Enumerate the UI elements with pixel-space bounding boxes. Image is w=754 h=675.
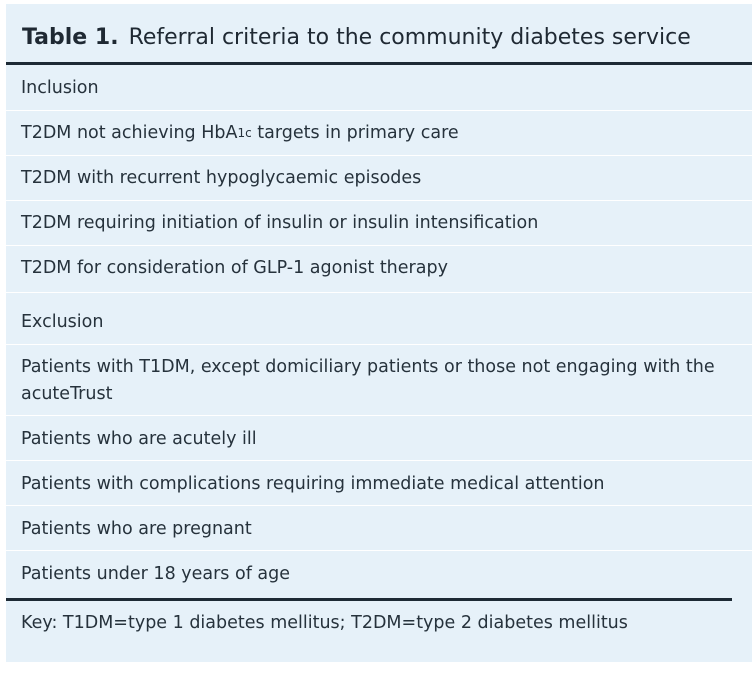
table-number: Table 1.: [22, 24, 119, 50]
row-divider: [6, 550, 752, 551]
row-divider: [6, 155, 752, 156]
table-row: Patients who are pregnant: [21, 519, 252, 539]
table-title: Table 1. Referral criteria to the commun…: [22, 14, 746, 60]
bottom-divider: [6, 598, 732, 601]
table-row: T2DM for consideration of GLP-1 agonist …: [21, 258, 448, 278]
inclusion-heading: Inclusion: [21, 78, 99, 98]
subscript-text: 1c: [237, 126, 252, 140]
table-row: Patients with T1DM, except domiciliary p…: [21, 357, 715, 404]
table-row: T2DM not achieving HbA 1c targets in prim…: [21, 120, 729, 147]
row-divider: [6, 110, 752, 111]
table-panel: Table 1. Referral criteria to the commun…: [6, 4, 752, 662]
table-row: T2DM requiring initiation of insulin or …: [21, 213, 539, 233]
row-divider: [6, 200, 752, 201]
table-row: Patients with complications requiring im…: [21, 474, 605, 494]
row-divider: [6, 505, 752, 506]
exclusion-heading: Exclusion: [21, 312, 104, 332]
table-key: Key: T1DM=type 1 diabetes mellitus; T2DM…: [21, 613, 628, 633]
table-row: T2DM with recurrent hypoglycaemic episod…: [21, 168, 422, 188]
title-divider: [6, 62, 752, 65]
row-divider: [6, 245, 752, 246]
table-caption: Referral criteria to the community diabe…: [128, 24, 691, 50]
row-divider: [6, 460, 752, 461]
table-row: Patients under 18 years of age: [21, 564, 291, 584]
row-text-suffix: targets in primary care: [251, 123, 459, 143]
row-divider: [6, 344, 752, 345]
row-divider: [6, 415, 752, 416]
row-text: T2DM not achieving HbA: [21, 123, 238, 143]
table-row: Patients who are acutely ill: [21, 429, 257, 449]
row-divider: [6, 292, 752, 293]
